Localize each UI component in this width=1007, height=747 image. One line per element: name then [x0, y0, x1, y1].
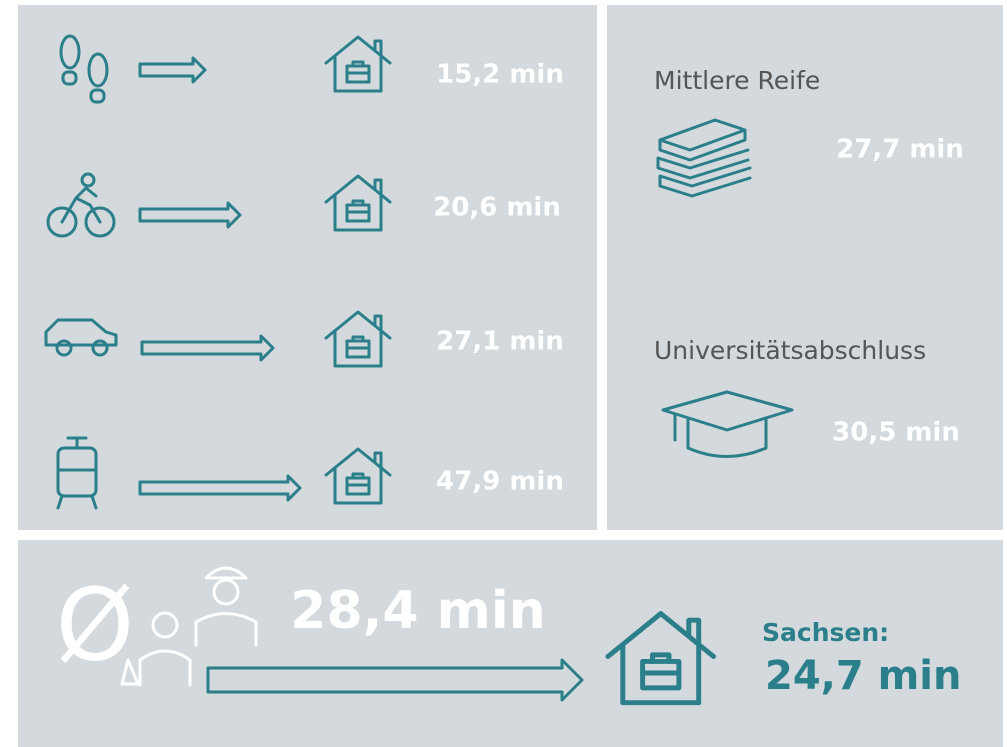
- arrow: [138, 474, 302, 502]
- degree-time: 27,7 min: [836, 135, 964, 165]
- panel-modes: [18, 5, 597, 530]
- region-time: 24,7 min: [765, 653, 961, 699]
- mode-time: 27,1 min: [436, 327, 564, 357]
- degree-time: 30,5 min: [832, 418, 960, 448]
- average-symbol: Ø: [56, 566, 135, 683]
- mode-time: 20,6 min: [433, 193, 561, 223]
- car-icon: [44, 318, 118, 357]
- mode-time: 15,2 min: [436, 60, 564, 90]
- bike-icon: [46, 172, 116, 238]
- mode-time: 47,9 min: [436, 467, 564, 497]
- average-time: 28,4 min: [290, 581, 545, 641]
- region-label: Sachsen:: [762, 618, 889, 647]
- arrow: [140, 334, 275, 362]
- degree-title: Mittlere Reife: [654, 66, 820, 95]
- arrow: [138, 56, 207, 84]
- people-icon: [120, 566, 258, 687]
- walk-icon: [59, 34, 109, 104]
- cap-icon: [661, 390, 794, 458]
- tram-icon: [56, 436, 98, 510]
- panel-degrees: [607, 5, 1003, 530]
- arrow: [206, 658, 584, 702]
- panel-average: [18, 540, 1003, 747]
- degree-title: Universitätsabschluss: [654, 336, 926, 365]
- arrow: [138, 201, 242, 229]
- books-icon: [656, 118, 752, 198]
